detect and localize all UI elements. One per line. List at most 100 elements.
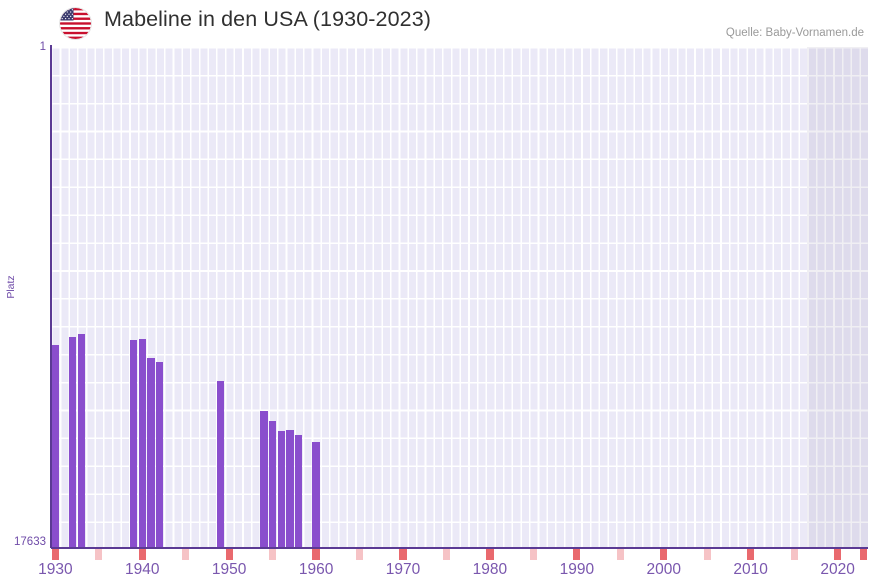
x-tick-marker-1962 bbox=[330, 549, 337, 560]
x-tick-marker-2003 bbox=[686, 549, 693, 560]
x-axis-tick-label-1960: 1960 bbox=[298, 561, 334, 578]
x-tick-marker-1999 bbox=[651, 549, 658, 560]
bar-1932[interactable] bbox=[69, 337, 77, 548]
x-tick-marker-1958 bbox=[295, 549, 302, 560]
x-tick-marker-1966 bbox=[365, 549, 372, 560]
x-tick-marker-1984 bbox=[521, 549, 528, 560]
x-tick-marker-1934 bbox=[87, 549, 94, 560]
bar-1954[interactable] bbox=[260, 410, 268, 548]
x-tick-marker-minor-1955 bbox=[269, 549, 277, 560]
x-tick-marker-1956 bbox=[278, 549, 285, 560]
bar-1958[interactable] bbox=[295, 435, 303, 548]
bar-1956[interactable] bbox=[277, 431, 285, 548]
bar-1957[interactable] bbox=[286, 430, 294, 548]
x-tick-marker-1983 bbox=[512, 549, 519, 560]
x-tick-marker-1942 bbox=[156, 549, 163, 560]
x-tick-marker-2021 bbox=[843, 549, 850, 560]
x-tick-marker-1994 bbox=[608, 549, 615, 560]
x-tick-marker-1932 bbox=[69, 549, 76, 560]
x-tick-marker-minor-1965 bbox=[355, 549, 364, 560]
x-tick-marker-1954 bbox=[260, 549, 267, 560]
x-axis-tick-label-2020: 2020 bbox=[820, 561, 855, 578]
x-tick-marker-major-2023 bbox=[860, 549, 868, 560]
x-tick-marker-1981 bbox=[495, 549, 502, 560]
bar-1949[interactable] bbox=[216, 380, 225, 548]
bar-1930[interactable] bbox=[51, 345, 59, 548]
x-tick-marker-minor-1985 bbox=[529, 549, 537, 560]
x-tick-marker-1992 bbox=[591, 549, 598, 560]
bar-1933[interactable] bbox=[77, 334, 85, 548]
x-tick-marker-1951 bbox=[234, 549, 241, 560]
x-tick-marker-2006 bbox=[712, 549, 719, 560]
bar-1940[interactable] bbox=[138, 339, 146, 548]
x-tick-marker-2007 bbox=[721, 549, 728, 560]
source-label: Quelle: Baby-Vornamen.de bbox=[725, 27, 864, 39]
x-tick-marker-1936 bbox=[104, 549, 111, 560]
x-tick-marker-major-1980 bbox=[486, 549, 494, 560]
x-tick-marker-1997 bbox=[634, 549, 641, 560]
x-tick-marker-1978 bbox=[469, 549, 476, 560]
x-tick-marker-1972 bbox=[417, 549, 424, 560]
x-tick-marker-1948 bbox=[208, 549, 215, 560]
x-axis-tick-label-1950: 1950 bbox=[211, 561, 247, 578]
y-axis-tick-label-top: 1 bbox=[39, 41, 46, 53]
x-tick-marker-1993 bbox=[599, 549, 606, 560]
us-flag-icon bbox=[60, 8, 91, 39]
x-tick-marker-2012 bbox=[764, 549, 771, 560]
x-tick-marker-1939 bbox=[130, 549, 137, 560]
x-tick-marker-2009 bbox=[738, 549, 745, 560]
bar-1960[interactable] bbox=[312, 441, 320, 548]
chart-header: Mabeline in den USA (1930-2023) Quelle: … bbox=[0, 0, 873, 47]
x-tick-marker-major-1970 bbox=[399, 549, 407, 560]
x-tick-marker-major-2010 bbox=[747, 549, 755, 560]
x-tick-marker-1944 bbox=[173, 549, 180, 560]
x-tick-marker-1976 bbox=[452, 549, 459, 560]
x-axis-tick-label-2000: 2000 bbox=[646, 561, 681, 578]
x-tick-marker-minor-1975 bbox=[442, 549, 451, 560]
x-tick-marker-1987 bbox=[547, 549, 554, 560]
x-tick-marker-2001 bbox=[669, 549, 676, 560]
x-tick-marker-1943 bbox=[165, 549, 172, 560]
x-tick-marker-1941 bbox=[147, 549, 154, 560]
x-tick-marker-1982 bbox=[504, 549, 511, 560]
x-tick-marker-1998 bbox=[643, 549, 650, 560]
bar-1941[interactable] bbox=[147, 358, 155, 548]
x-tick-marker-1988 bbox=[556, 549, 563, 560]
chart-title: Mabeline in den USA (1930-2023) bbox=[104, 7, 432, 31]
x-tick-marker-minor-1995 bbox=[616, 549, 624, 560]
x-tick-marker-major-1950 bbox=[225, 549, 233, 560]
shaded-projection-region bbox=[807, 47, 868, 548]
x-tick-marker-1946 bbox=[191, 549, 198, 560]
x-tick-marker-1971 bbox=[408, 549, 415, 560]
x-tick-marker-1977 bbox=[460, 549, 467, 560]
y-axis-line bbox=[50, 45, 52, 548]
x-tick-marker-1961 bbox=[321, 549, 328, 560]
y-axis-tick-label-bottom: 17633 bbox=[14, 536, 46, 548]
x-axis-tick-labels: 1930 1940 1950 1960 1970 1980 1990 2000 2010 2020 bbox=[0, 561, 873, 587]
x-tick-marker-1974 bbox=[434, 549, 441, 560]
x-axis-tick-label-1980: 1980 bbox=[472, 561, 508, 578]
x-tick-marker-1957 bbox=[286, 549, 293, 560]
bar-1939[interactable] bbox=[129, 340, 138, 548]
x-tick-marker-major-1940 bbox=[138, 549, 146, 560]
x-tick-marker-1996 bbox=[625, 549, 632, 560]
x-tick-marker-major-2000 bbox=[660, 549, 668, 560]
x-tick-marker-2002 bbox=[678, 549, 685, 560]
x-tick-marker-major-2020 bbox=[833, 549, 842, 560]
bar-1942[interactable] bbox=[156, 362, 164, 548]
x-tick-marker-1979 bbox=[478, 549, 485, 560]
x-tick-marker-2018 bbox=[817, 549, 824, 560]
x-tick-marker-minor-2005 bbox=[703, 549, 711, 560]
x-tick-marker-1931 bbox=[60, 549, 67, 560]
bar-1955[interactable] bbox=[269, 420, 277, 548]
x-tick-marker-2011 bbox=[756, 549, 763, 560]
x-tick-marker-1968 bbox=[382, 549, 389, 560]
x-tick-marker-major-1960 bbox=[312, 549, 320, 560]
x-tick-marker-1969 bbox=[391, 549, 398, 560]
x-tick-marker-major-1990 bbox=[573, 549, 581, 560]
x-axis-tick-label-1970: 1970 bbox=[385, 561, 421, 578]
x-axis-tick-label-1930: 1930 bbox=[38, 561, 73, 578]
x-tick-marker-1952 bbox=[243, 549, 250, 560]
x-tick-marker-1989 bbox=[565, 549, 572, 560]
x-axis-line bbox=[51, 547, 868, 549]
